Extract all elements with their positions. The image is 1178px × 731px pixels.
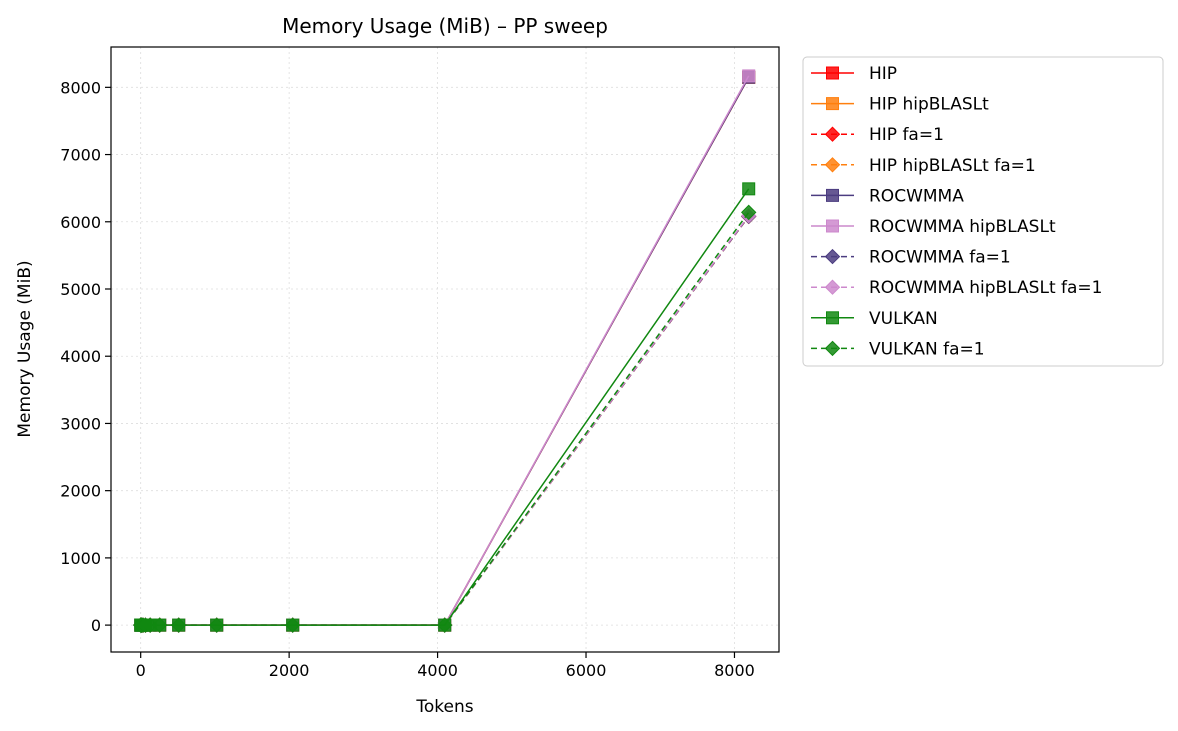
legend-label: VULKAN — [869, 309, 938, 329]
axes: 0 2000 4000 6000 8000 0 1000 2000 3000 4000 5000 60… — [60, 78, 755, 680]
series-line — [140, 76, 750, 626]
legend-label: HIP hipBLASLt — [869, 95, 989, 115]
legend-marker — [824, 340, 841, 357]
series-rocwmma-hipblaslt — [134, 69, 756, 632]
y-tick-label: 2000 — [60, 482, 101, 501]
legend-item: VULKAN fa=1 — [811, 339, 985, 359]
legend-marker — [824, 248, 841, 265]
data-point — [208, 617, 225, 633]
legend-marker — [824, 157, 841, 173]
series-line — [140, 215, 750, 626]
legend-label: ROCWMMA hipBLASLt — [869, 217, 1056, 237]
series-line — [140, 211, 750, 626]
series-line — [140, 215, 750, 626]
legend: HIP HIP hipBLASLt HIP fa=1 HIP hipBLASLt fa… — [802, 56, 1164, 367]
series-rocwmma-hipblaslt-fa-1 — [133, 208, 757, 633]
y-tick-label: 6000 — [60, 213, 101, 232]
series-hip — [134, 70, 756, 632]
series-layer — [133, 69, 757, 633]
x-tick-label: 8000 — [714, 661, 755, 680]
legend-label: ROCWMMA — [869, 186, 964, 206]
legend-label: ROCWMMA hipBLASLt fa=1 — [869, 278, 1102, 298]
y-tick-label: 1000 — [60, 549, 101, 568]
legend-marker — [824, 279, 841, 295]
legend-marker — [826, 188, 839, 202]
legend-marker — [826, 311, 839, 325]
y-axis-label: Memory Usage (MiB) — [15, 260, 35, 437]
x-axis-label: Tokens — [415, 697, 473, 717]
legend-label: HIP — [869, 64, 897, 84]
series-line — [140, 76, 750, 626]
x-tick-label: 0 — [136, 661, 146, 680]
y-tick-label: 7000 — [60, 146, 101, 165]
legend-item: HIP hipBLASLt — [811, 95, 989, 115]
series-hip-hipblaslt — [134, 70, 756, 632]
legend-label: HIP hipBLASLt fa=1 — [869, 156, 1036, 176]
data-point — [170, 617, 187, 633]
series-rocwmma-fa-1 — [133, 208, 757, 633]
series-line — [140, 188, 750, 626]
legend-item: HIP hipBLASLt fa=1 — [811, 156, 1036, 176]
grid — [111, 47, 779, 652]
legend-item: ROCWMMA — [811, 186, 964, 206]
series-rocwmma — [134, 70, 756, 632]
legend-label: VULKAN fa=1 — [869, 339, 985, 359]
legend-frame — [802, 56, 1164, 367]
y-tick-label: 0 — [91, 616, 101, 635]
series-line — [140, 215, 750, 626]
legend-item: ROCWMMA hipBLASLt fa=1 — [811, 278, 1102, 298]
legend-item: ROCWMMA hipBLASLt — [811, 217, 1056, 237]
series-vulkan-fa-1 — [133, 204, 757, 633]
y-tick-label: 3000 — [60, 414, 101, 433]
data-point — [741, 204, 757, 221]
series-line — [140, 76, 750, 626]
legend-label: ROCWMMA fa=1 — [869, 248, 1011, 268]
legend-marker — [826, 66, 839, 80]
legend-item: VULKAN — [811, 309, 938, 329]
legend-item: HIP — [811, 64, 897, 84]
data-point — [742, 182, 756, 196]
series-hip-fa-1 — [133, 208, 757, 633]
data-point — [742, 69, 756, 83]
series-line — [140, 215, 750, 626]
data-point — [436, 617, 453, 633]
x-tick-label: 2000 — [269, 661, 310, 680]
legend-marker — [824, 126, 841, 142]
y-tick-label: 4000 — [60, 347, 101, 366]
series-line — [140, 75, 750, 626]
y-tick-label: 5000 — [60, 280, 101, 299]
legend-marker — [826, 97, 839, 111]
chart-title: Memory Usage (MiB) – PP sweep — [282, 14, 608, 38]
data-point — [151, 617, 168, 633]
data-point — [284, 617, 301, 633]
legend-item: ROCWMMA fa=1 — [811, 248, 1011, 268]
series-hip-hipblaslt-fa-1 — [133, 208, 757, 633]
x-tick-label: 4000 — [417, 661, 458, 680]
plot-frame — [110, 46, 780, 653]
series-vulkan — [134, 182, 756, 632]
legend-item: HIP fa=1 — [811, 125, 944, 145]
x-tick-label: 6000 — [566, 661, 607, 680]
legend-label: HIP fa=1 — [869, 125, 944, 145]
y-tick-label: 8000 — [60, 78, 101, 97]
legend-marker — [826, 219, 839, 233]
